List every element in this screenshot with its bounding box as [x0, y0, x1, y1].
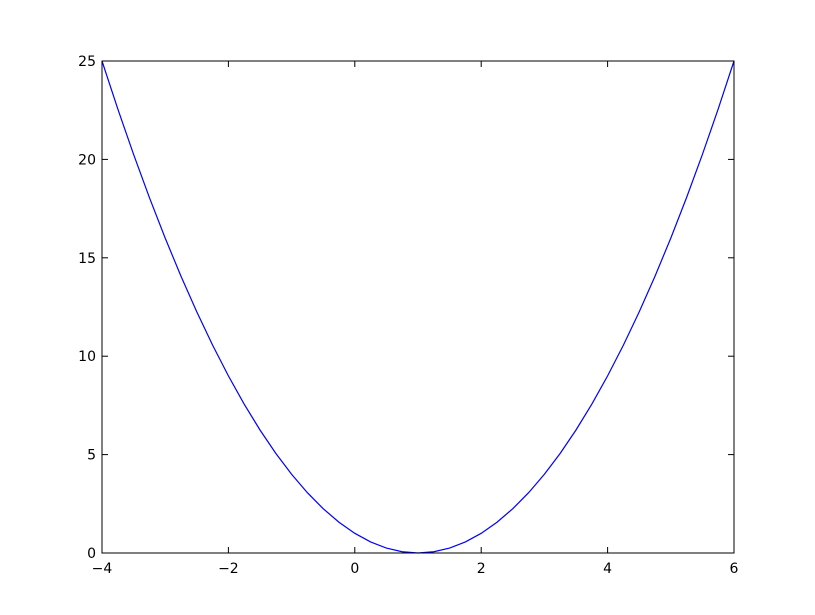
- y-tick-label: 20: [78, 152, 96, 168]
- plot-frame: [101, 60, 735, 554]
- y-tick-label: 15: [78, 251, 96, 267]
- y-tick-label: 5: [87, 448, 96, 464]
- x-tick-label: 4: [603, 561, 612, 577]
- x-tick-label: 6: [730, 561, 739, 577]
- y-tick-label: 25: [78, 54, 96, 70]
- y-tick-label: 0: [87, 546, 96, 562]
- y-tick-label: 10: [78, 349, 96, 365]
- x-tick-label: −2: [218, 561, 239, 577]
- x-tick-label: −4: [92, 561, 113, 577]
- x-tick-label: 2: [477, 561, 486, 577]
- x-tick-label: 0: [350, 561, 359, 577]
